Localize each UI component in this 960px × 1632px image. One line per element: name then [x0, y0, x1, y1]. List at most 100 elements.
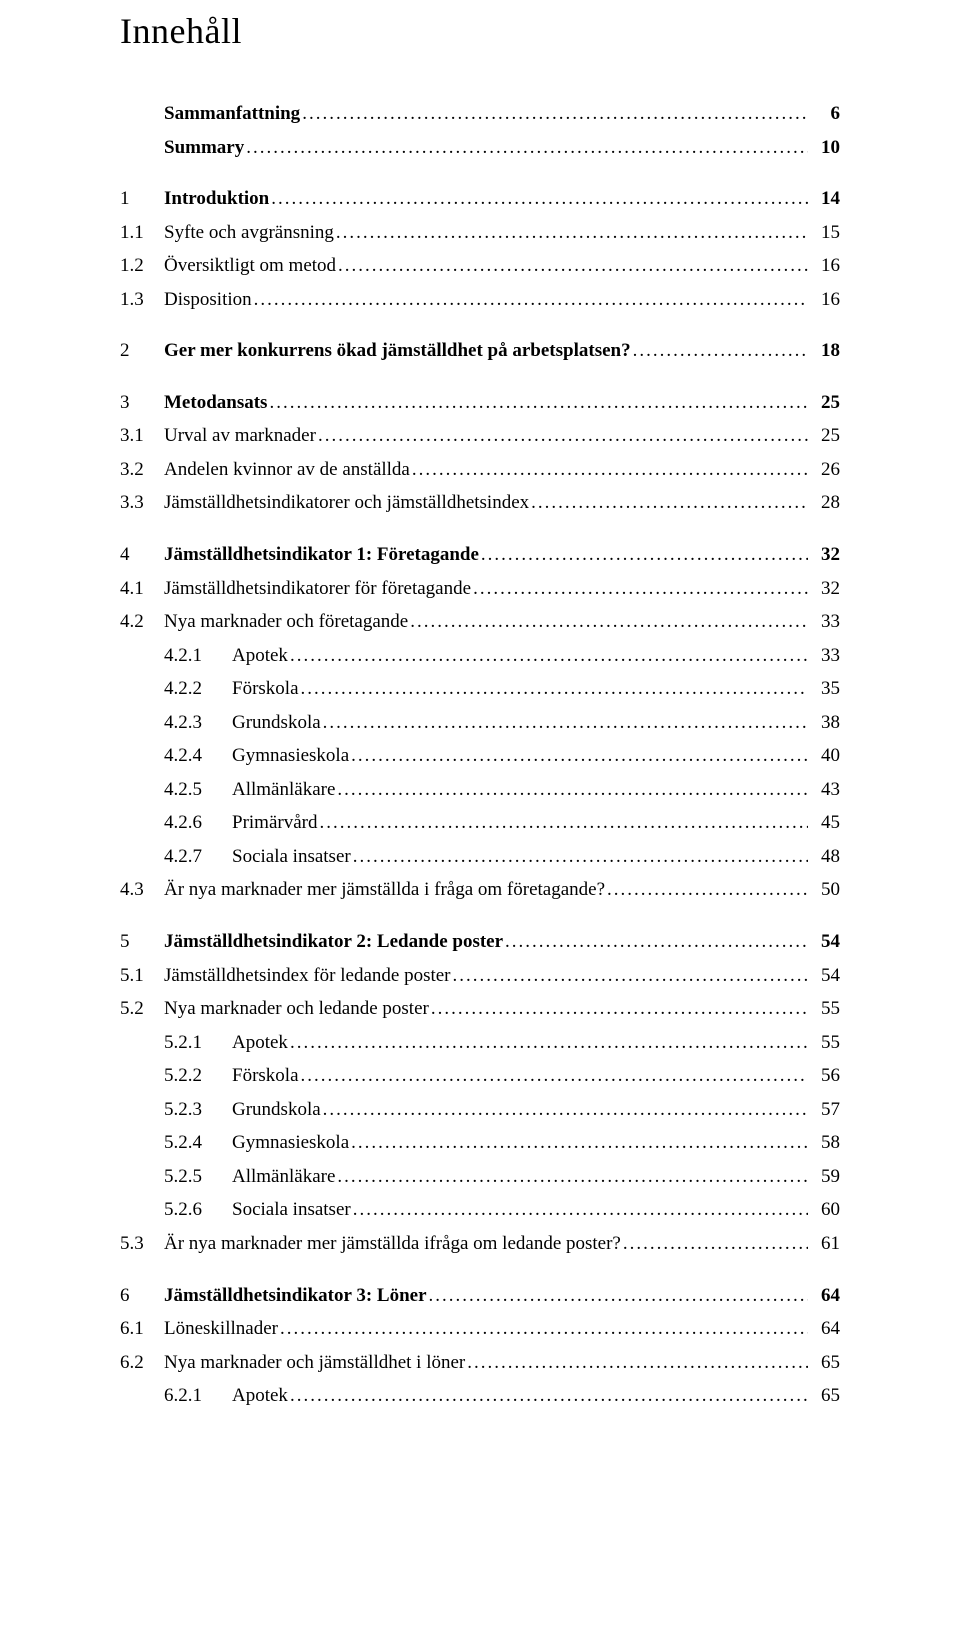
toc-leader-dots: ........................................…	[353, 843, 808, 871]
toc-entry: 1.1Syfte och avgränsning................…	[120, 219, 840, 247]
toc-entry-page: 10	[808, 134, 840, 162]
toc-entry-text: Urval av marknader	[164, 422, 318, 450]
toc-gap	[120, 319, 840, 337]
toc-entry-number: 4.2.3	[120, 709, 232, 737]
toc-entry-number: 4.2	[120, 608, 164, 636]
toc-entry-number: 6	[120, 1282, 164, 1310]
toc-entry: 2Ger mer konkurrens ökad jämställdhet på…	[120, 337, 840, 365]
toc-gap	[120, 371, 840, 389]
toc-entry-page: 40	[808, 742, 840, 770]
toc-entry-page: 65	[808, 1382, 840, 1410]
toc-entry-page: 59	[808, 1163, 840, 1191]
toc-leader-dots: ........................................…	[319, 809, 808, 837]
toc-leader-dots: ........................................…	[337, 776, 808, 804]
toc-leader-dots: ........................................…	[473, 575, 808, 603]
toc-entry-page: 32	[808, 575, 840, 603]
toc-entry-page: 14	[808, 185, 840, 213]
toc-entry-number: 5.1	[120, 962, 164, 990]
toc-entry: 5.1Jämställdhetsindex för ledande poster…	[120, 962, 840, 990]
toc-leader-dots: ........................................…	[254, 286, 808, 314]
toc-entry: 4.2.5Allmänläkare.......................…	[120, 776, 840, 804]
toc-entry-page: 56	[808, 1062, 840, 1090]
toc-entry-text: Jämställdhetsindikatorer för företagande	[164, 575, 473, 603]
toc-entry-page: 26	[808, 456, 840, 484]
toc-entry: 4.2.3Grundskola.........................…	[120, 709, 840, 737]
toc-entry-page: 65	[808, 1349, 840, 1377]
toc-entry-number: 6.2.1	[120, 1382, 232, 1410]
toc-entry-page: 25	[808, 389, 840, 417]
toc-entry: 1.2Översiktligt om metod................…	[120, 252, 840, 280]
toc-entry: 4.2.2Förskola...........................…	[120, 675, 840, 703]
toc-leader-dots: ........................................…	[336, 219, 808, 247]
toc-entry-number: 2	[120, 337, 164, 365]
toc-entry-page: 16	[808, 252, 840, 280]
toc-entry: 4.2.1Apotek.............................…	[120, 642, 840, 670]
toc-entry-page: 38	[808, 709, 840, 737]
toc-entry: 4Jämställdhetsindikator 1: Företagande..…	[120, 541, 840, 569]
toc-entry-number: 1.1	[120, 219, 164, 247]
toc-entry-text: Gymnasieskola	[232, 1129, 351, 1157]
toc-entry-page: 61	[808, 1230, 840, 1258]
toc-entry: 4.2.7Sociala insatser...................…	[120, 843, 840, 871]
toc-entry-text: Nya marknader och företagande	[164, 608, 410, 636]
toc-gap	[120, 167, 840, 185]
toc-entry-text: Översiktligt om metod	[164, 252, 338, 280]
toc-entry-text: Förskola	[232, 675, 301, 703]
toc-leader-dots: ........................................…	[429, 1282, 808, 1310]
toc-entry-page: 15	[808, 219, 840, 247]
toc-entry-text: Andelen kvinnor av de anställda	[164, 456, 412, 484]
toc-leader-dots: ........................................…	[290, 1029, 808, 1057]
toc-entry-text: Sociala insatser	[232, 1196, 353, 1224]
toc-entry-number: 4.2.1	[120, 642, 232, 670]
toc-entry: 5.2.1Apotek.............................…	[120, 1029, 840, 1057]
toc-entry-text: Nya marknader och ledande poster	[164, 995, 431, 1023]
toc-entry-page: 64	[808, 1315, 840, 1343]
toc-entry-page: 57	[808, 1096, 840, 1124]
toc-entry: 6.2Nya marknader och jämställdhet i löne…	[120, 1349, 840, 1377]
toc-entry-text: Disposition	[164, 286, 254, 314]
toc-entry: 5.2.6Sociala insatser...................…	[120, 1196, 840, 1224]
toc-entry: 5.2.2Förskola...........................…	[120, 1062, 840, 1090]
toc-entry-text: Jämställdhetsindikator 2: Ledande poster	[164, 928, 505, 956]
toc-leader-dots: ........................................…	[505, 928, 808, 956]
toc-leader-dots: ........................................…	[431, 995, 808, 1023]
toc-entry-number: 4	[120, 541, 164, 569]
toc-entry-number: 4.3	[120, 876, 164, 904]
toc-entry: 5.2.3Grundskola.........................…	[120, 1096, 840, 1124]
toc-entry-text: Metodansats	[164, 389, 269, 417]
toc-entry-number: 6.1	[120, 1315, 164, 1343]
toc-entry: 6Jämställdhetsindikator 3: Löner........…	[120, 1282, 840, 1310]
toc-entry-number: 4.1	[120, 575, 164, 603]
toc-entry-text: Allmänläkare	[232, 776, 337, 804]
toc-entry-page: 35	[808, 675, 840, 703]
toc-entry: 6.1Löneskillnader.......................…	[120, 1315, 840, 1343]
toc-entry-number: 4.2.2	[120, 675, 232, 703]
toc-entry-text: Grundskola	[232, 1096, 323, 1124]
toc-entry-text: Förskola	[232, 1062, 301, 1090]
toc-entry-text: Apotek	[232, 642, 290, 670]
toc-entry-text: Nya marknader och jämställdhet i löner	[164, 1349, 467, 1377]
toc-entry-number: 4.2.5	[120, 776, 232, 804]
toc-entry-page: 54	[808, 962, 840, 990]
toc-entry-text: Summary	[164, 134, 246, 162]
toc-entry-number: 5.2.6	[120, 1196, 232, 1224]
toc-entry-text: Löneskillnader	[164, 1315, 280, 1343]
toc-entry: 5Jämställdhetsindikator 2: Ledande poste…	[120, 928, 840, 956]
toc-entry-number: 5	[120, 928, 164, 956]
toc-leader-dots: ........................................…	[351, 742, 808, 770]
toc-leader-dots: ........................................…	[338, 252, 808, 280]
toc-page: Innehåll Sammanfattning.................…	[0, 0, 960, 1476]
toc-entry-number: 5.2	[120, 995, 164, 1023]
toc-entry-page: 50	[808, 876, 840, 904]
toc-leader-dots: ........................................…	[302, 100, 808, 128]
toc-entry-number: 1	[120, 185, 164, 213]
toc-leader-dots: ........................................…	[607, 876, 808, 904]
toc-entry-page: 54	[808, 928, 840, 956]
toc-leader-dots: ........................................…	[301, 1062, 809, 1090]
toc-leader-dots: ........................................…	[351, 1129, 808, 1157]
toc-entry-number: 5.2.4	[120, 1129, 232, 1157]
toc-entry-number: 4.2.4	[120, 742, 232, 770]
toc-entry-text: Gymnasieskola	[232, 742, 351, 770]
toc-leader-dots: ........................................…	[280, 1315, 808, 1343]
toc-entry-text: Är nya marknader mer jämställda i fråga …	[164, 876, 607, 904]
